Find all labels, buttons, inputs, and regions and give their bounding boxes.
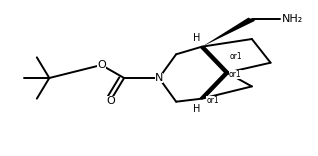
Text: O: O [97,60,106,70]
Polygon shape [202,18,255,47]
Text: H: H [193,33,200,43]
Text: NH₂: NH₂ [282,14,303,24]
Polygon shape [199,72,230,99]
Text: or1: or1 [230,52,243,61]
Text: H: H [193,104,200,114]
Text: or1: or1 [206,96,219,105]
Text: O: O [106,96,115,106]
Polygon shape [199,46,230,73]
Text: N: N [155,73,163,83]
Text: or1: or1 [229,71,242,79]
